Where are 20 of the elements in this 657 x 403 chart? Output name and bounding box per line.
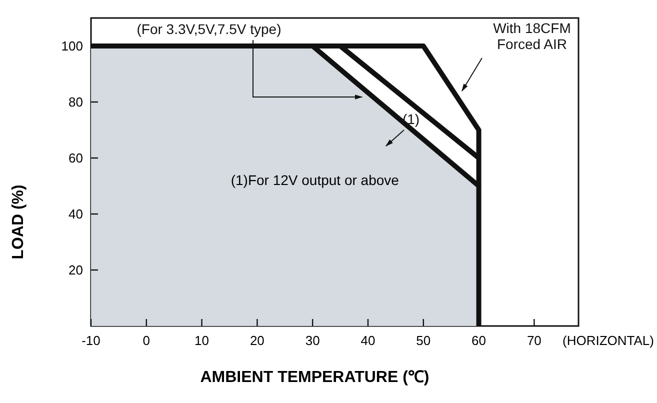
x-tick-label: 70 (526, 333, 542, 348)
y-tick-label: 40 (68, 206, 83, 222)
series-label: (For 3.3V,5V,7.5V type) (136, 21, 282, 37)
y-tick-label: 80 (68, 94, 83, 110)
x-tick-label: 30 (305, 333, 320, 348)
x-tick-label: 50 (416, 333, 431, 348)
y-axis-title: LOAD (%) (10, 184, 27, 260)
y-tick-label: 100 (61, 38, 83, 54)
text: (HORIZONTAL) (562, 333, 654, 348)
x-tick-label: 0 (142, 333, 150, 348)
x-axis-title: AMBIENT TEMPERATURE (℃) (200, 369, 430, 386)
y-tick-label: 20 (68, 262, 83, 278)
x-tick-label: 10 (194, 333, 210, 348)
text: With 18CFM Forced AIR (493, 20, 571, 52)
x-tick-label: 60 (472, 333, 486, 348)
annotation: (1)For 12V output or above (230, 172, 400, 188)
x-tick-label: 20 (250, 333, 264, 348)
x-tick-label: -10 (82, 333, 100, 348)
y-tick-label: 60 (68, 150, 83, 166)
x-tick-label: 40 (360, 333, 376, 348)
